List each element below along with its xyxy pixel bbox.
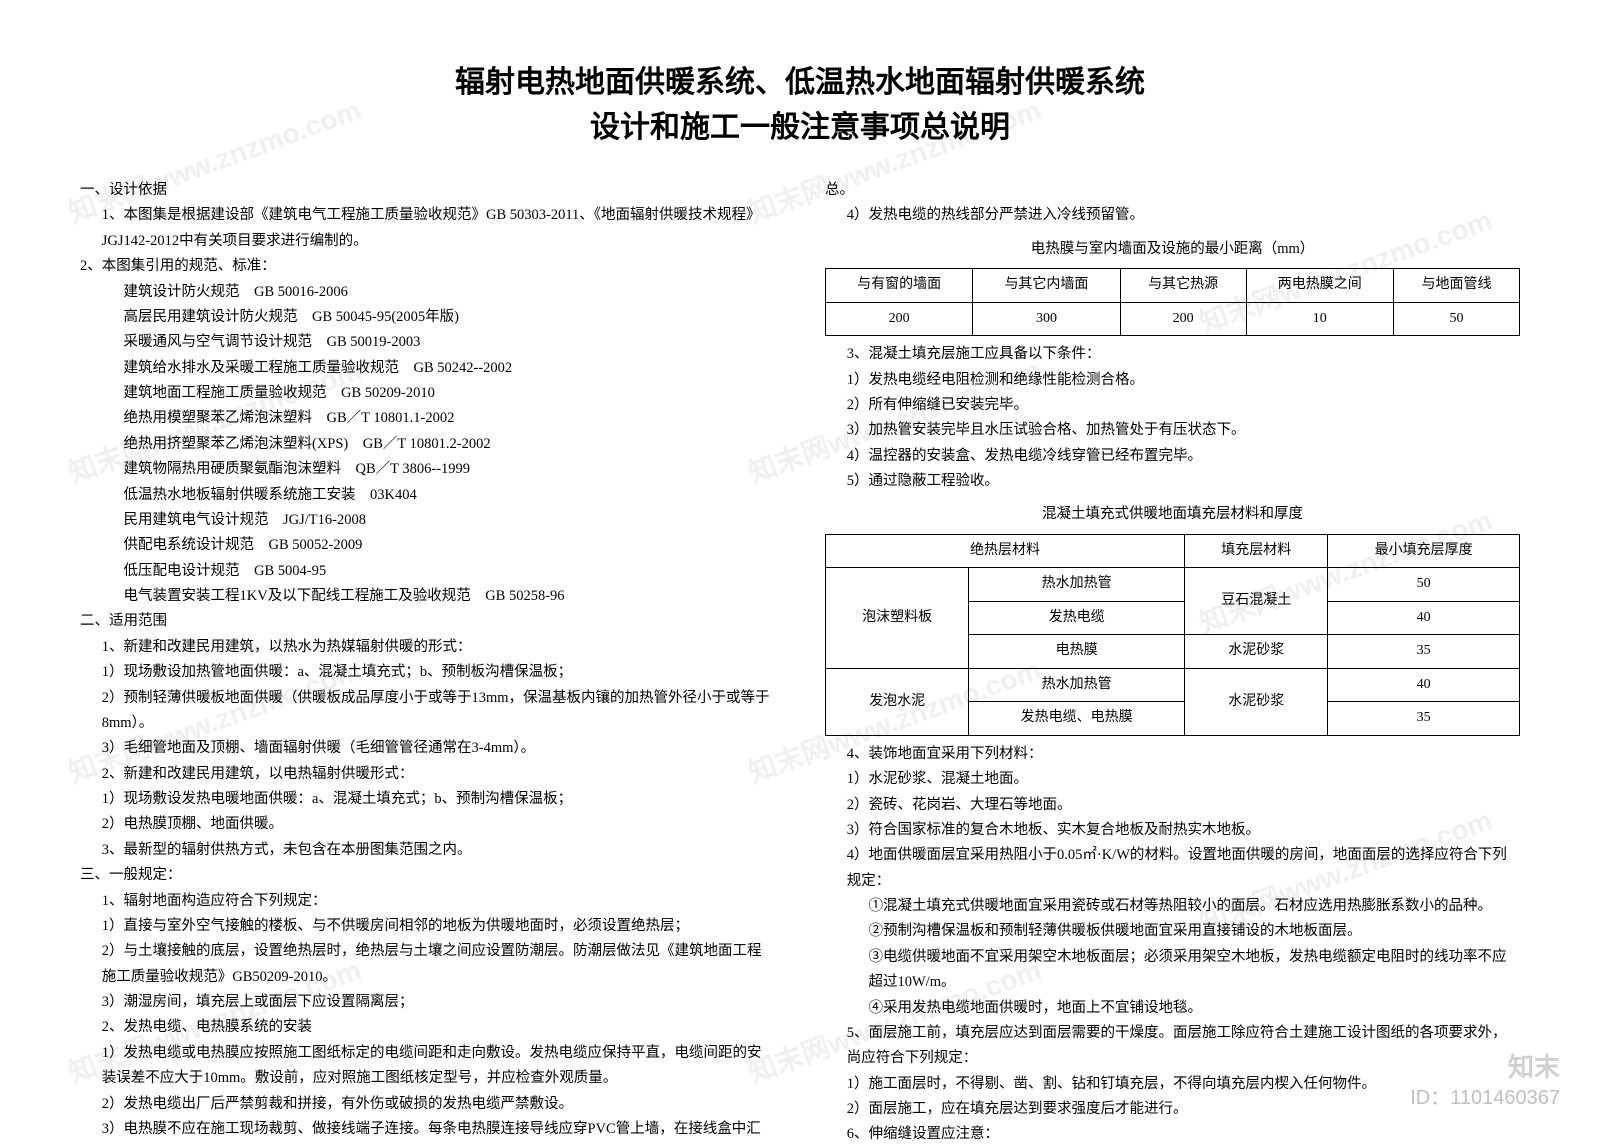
td: 热水加热管	[969, 668, 1185, 702]
td: 泡沫塑料板	[826, 568, 969, 669]
para: 2、发热电缆、电热膜系统的安装	[80, 1015, 775, 1040]
table-2-title: 混凝土填充式供暖地面填充层材料和厚度	[825, 502, 1520, 527]
table-row: 200 300 200 10 50	[826, 302, 1520, 336]
page-title: 辐射电热地面供暖系统、低温热水地面辐射供暖系统 设计和施工一般注意事项总说明	[80, 60, 1520, 150]
standard-item: 低压配电设计规范 GB 5004-95	[80, 559, 775, 584]
para: 2）电热膜顶棚、地面供暖。	[80, 812, 775, 837]
para: 1）现场敷设发热电暖地面供暖：a、混凝土填充式；b、预制沟槽保温板；	[80, 787, 775, 812]
para: 1、辐射地面构造应符合下列规定：	[80, 889, 775, 914]
td: 40	[1328, 601, 1520, 635]
para: 1、新建和改建民用建筑，以热水为热媒辐射供暖的形式：	[80, 635, 775, 660]
standard-item: 低温热水地板辐射供暖系统施工安装 03K404	[80, 483, 775, 508]
table-row: 发泡水泥 热水加热管 水泥砂浆 40	[826, 668, 1520, 702]
th: 与其它内墙面	[973, 269, 1120, 303]
table-fill-material: 绝热层材料 填充层材料 最小填充层厚度 泡沫塑料板 热水加热管 豆石混凝土 50…	[825, 534, 1520, 736]
th: 最小填充层厚度	[1328, 534, 1520, 568]
td: 50	[1328, 568, 1520, 602]
para: 3、混凝土填充层施工应具备以下条件：	[825, 342, 1520, 367]
section-2-head: 二、适用范围	[80, 609, 775, 634]
para: 2）面层施工，应在填充层达到要求强度后才能进行。	[825, 1097, 1520, 1122]
td: 35	[1328, 702, 1520, 736]
td: 发热电缆	[969, 601, 1185, 635]
td: 300	[973, 302, 1120, 336]
title-line-1: 辐射电热地面供暖系统、低温热水地面辐射供暖系统	[80, 60, 1520, 105]
para: 2、本图集引用的规范、标准：	[80, 254, 775, 279]
para: 4）发热电缆的热线部分严禁进入冷线预留管。	[825, 203, 1520, 228]
td: 水泥砂浆	[1185, 635, 1328, 669]
para: 3）电热膜不应在施工现场裁剪、做接线端子连接。每条电热膜连接导线应穿PVC管上墙…	[80, 1117, 775, 1142]
standard-item: 建筑设计防火规范 GB 50016-2006	[80, 280, 775, 305]
para: 3）加热管安装完毕且水压试验合格、加热管处于有压状态下。	[825, 418, 1520, 443]
para: 1）发热电缆或电热膜应按照施工图纸标定的电缆间距和走向敷设。发热电缆应保持平直，…	[80, 1041, 775, 1092]
table-row: 泡沫塑料板 热水加热管 豆石混凝土 50	[826, 568, 1520, 602]
para: 1）施工面层时，不得剔、凿、割、钻和钉填充层，不得向填充层内楔入任何物件。	[825, 1072, 1520, 1097]
para: 4）地面供暖面层宜采用热阻小于0.05㎡·K/W的材料。设置地面供暖的房间，地面…	[825, 843, 1520, 894]
th: 与其它热源	[1120, 269, 1246, 303]
th: 与地面管线	[1393, 269, 1519, 303]
td: 35	[1328, 635, 1520, 669]
para: 1）现场敷设加热管地面供暖：a、混凝土填充式；b、预制板沟槽保温板；	[80, 660, 775, 685]
td: 200	[826, 302, 973, 336]
table-min-distance: 与有窗的墙面 与其它内墙面 与其它热源 两电热膜之间 与地面管线 200 300…	[825, 268, 1520, 336]
th: 绝热层材料	[826, 534, 1185, 568]
td: 豆石混凝土	[1185, 568, 1328, 635]
left-column: 一、设计依据 1、本图集是根据建设部《建筑电气工程施工质量验收规范》GB 503…	[80, 178, 775, 1148]
standard-item: 建筑物隔热用硬质聚氨酯泡沫塑料 QB／T 3806--1999	[80, 457, 775, 482]
para: 3）符合国家标准的复合木地板、实木复合地板及耐热实木地板。	[825, 818, 1520, 843]
th: 两电热膜之间	[1246, 269, 1393, 303]
title-line-2: 设计和施工一般注意事项总说明	[80, 105, 1520, 150]
standard-item: 民用建筑电气设计规范 JGJ/T16-2008	[80, 508, 775, 533]
td: 电热膜	[969, 635, 1185, 669]
td: 发热电缆、电热膜	[969, 702, 1185, 736]
section-1-head: 一、设计依据	[80, 178, 775, 203]
para: 6、伸缩缝设置应注意：	[825, 1122, 1520, 1147]
standard-item: 采暖通风与空气调节设计规范 GB 50019-2003	[80, 330, 775, 355]
para: 2）所有伸缩缝已安装完毕。	[825, 393, 1520, 418]
td: 40	[1328, 668, 1520, 702]
para: 2）瓷砖、花岗岩、大理石等地面。	[825, 793, 1520, 818]
standard-item: 建筑地面工程施工质量验收规范 GB 50209-2010	[80, 381, 775, 406]
standard-item: 绝热用模塑聚苯乙烯泡沫塑料 GB／T 10801.1-2002	[80, 406, 775, 431]
para: 3、最新型的辐射供热方式，未包含在本册图集范围之内。	[80, 838, 775, 863]
para: ①混凝土填充式供暖地面宜采用瓷砖或石材等热阻较小的面层。石材应选用热膨胀系数小的…	[825, 894, 1520, 919]
para: 2）与土壤接触的底层，设置绝热层时，绝热层与土壤之间应设置防潮层。防潮层做法见《…	[80, 939, 775, 990]
td: 水泥砂浆	[1185, 668, 1328, 735]
standard-item: 电气装置安装工程1KV及以下配线工程施工及验收规范 GB 50258-96	[80, 584, 775, 609]
td: 热水加热管	[969, 568, 1185, 602]
section-3-head: 三、一般规定：	[80, 863, 775, 888]
table-row: 与有窗的墙面 与其它内墙面 与其它热源 两电热膜之间 与地面管线	[826, 269, 1520, 303]
content-columns: 一、设计依据 1、本图集是根据建设部《建筑电气工程施工质量验收规范》GB 503…	[80, 178, 1520, 1148]
para: 1、本图集是根据建设部《建筑电气工程施工质量验收规范》GB 50303-2011…	[80, 203, 775, 254]
para: 2）预制轻薄供暖板地面供暖（供暖板成品厚度小于或等于13mm，保温基板内镶的加热…	[80, 686, 775, 737]
para: 1）直接与室外空气接触的楼板、与不供暖房间相邻的地板为供暖地面时，必须设置绝热层…	[80, 914, 775, 939]
para: 5、面层施工前，填充层应达到面层需要的干燥度。面层施工除应符合土建施工设计图纸的…	[825, 1021, 1520, 1072]
para: ④采用发热电缆地面供暖时，地面上不宜铺设地毯。	[825, 996, 1520, 1021]
standard-item: 供配电系统设计规范 GB 50052-2009	[80, 533, 775, 558]
para-continuation: 总。	[825, 178, 1520, 203]
right-column: 总。 4）发热电缆的热线部分严禁进入冷线预留管。 电热膜与室内墙面及设施的最小距…	[825, 178, 1520, 1148]
table-row: 绝热层材料 填充层材料 最小填充层厚度	[826, 534, 1520, 568]
td: 200	[1120, 302, 1246, 336]
th: 填充层材料	[1185, 534, 1328, 568]
standard-item: 建筑给水排水及采暖工程施工质量验收规范 GB 50242--2002	[80, 356, 775, 381]
td: 10	[1246, 302, 1393, 336]
para: ②预制沟槽保温板和预制轻薄供暖板供暖地面宜采用直接铺设的木地板面层。	[825, 919, 1520, 944]
para: ③电缆供暖地面不宜采用架空木地板面层；必须采用架空木地板，发热电缆额定电阻时的线…	[825, 945, 1520, 996]
td: 50	[1393, 302, 1519, 336]
para: 2、新建和改建民用建筑，以电热辐射供暖形式：	[80, 762, 775, 787]
para: 4、装饰地面宜采用下列材料：	[825, 742, 1520, 767]
para: 3）毛细管地面及顶棚、墙面辐射供暖（毛细管管径通常在3-4mm）。	[80, 736, 775, 761]
para: 2）发热电缆出厂后严禁剪裁和拼接，有外伤或破损的发热电缆严禁敷设。	[80, 1092, 775, 1117]
table-1-title: 电热膜与室内墙面及设施的最小距离（mm）	[825, 237, 1520, 262]
para: 1）水泥砂浆、混凝土地面。	[825, 767, 1520, 792]
standard-item: 高层民用建筑设计防火规范 GB 50045-95(2005年版)	[80, 305, 775, 330]
para: 5）通过隐蔽工程验收。	[825, 469, 1520, 494]
td: 发泡水泥	[826, 668, 969, 735]
para: 3）潮湿房间，填充层上或面层下应设置隔离层；	[80, 990, 775, 1015]
para: 4）温控器的安装盒、发热电缆冷线穿管已经布置完毕。	[825, 444, 1520, 469]
standard-item: 绝热用挤塑聚苯乙烯泡沫塑料(XPS) GB／T 10801.2-2002	[80, 432, 775, 457]
para: 1）发热电缆经电阻检测和绝缘性能检测合格。	[825, 368, 1520, 393]
th: 与有窗的墙面	[826, 269, 973, 303]
